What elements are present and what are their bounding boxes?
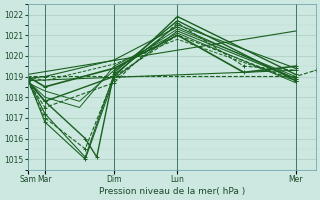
X-axis label: Pression niveau de la mer( hPa ): Pression niveau de la mer( hPa ): [99, 187, 245, 196]
